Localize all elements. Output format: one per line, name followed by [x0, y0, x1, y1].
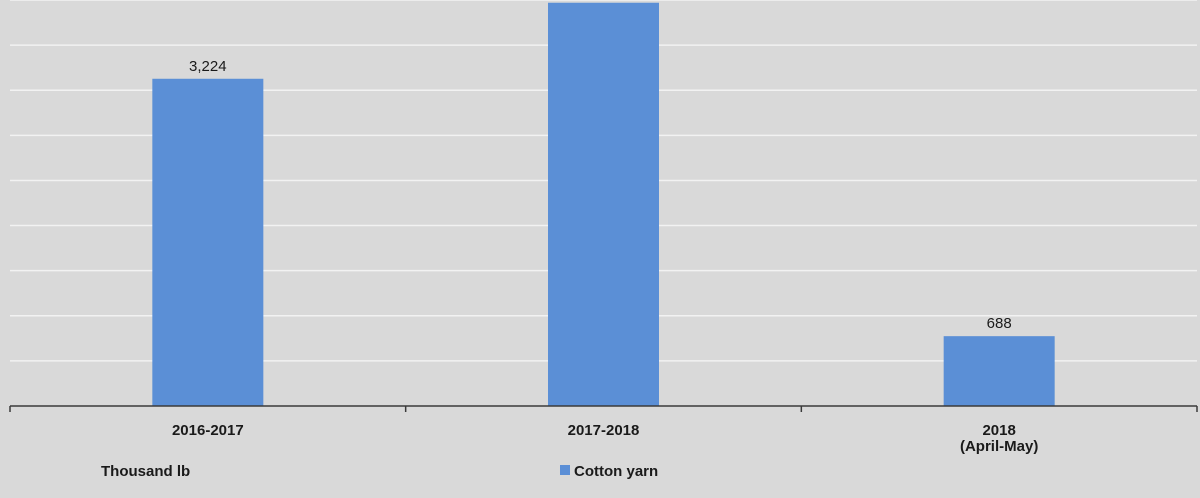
bar-0 — [152, 78, 264, 406]
data-label-2: 688 — [987, 315, 1012, 332]
category-label-1: 2017-2018 — [568, 422, 640, 439]
legend-swatch-cotton-yarn — [560, 465, 570, 475]
x-axis-labels: 2016-2017 2017-2018 2018(April-May) — [172, 422, 1038, 455]
bar-1 — [548, 2, 659, 406]
bars — [152, 2, 1055, 406]
unit-label: Thousand lb — [101, 463, 190, 480]
data-label-0: 3,224 — [189, 58, 227, 75]
bar-2 — [943, 336, 1055, 406]
legend: Cotton yarn — [560, 463, 658, 480]
category-label-2-line-0: 2018 — [982, 422, 1015, 439]
category-label-2-line-1: (April-May) — [960, 438, 1038, 455]
x-axis-ticks — [9, 406, 1198, 412]
data-labels: 3,2243,973688 — [189, 58, 1012, 332]
legend-label-cotton-yarn: Cotton yarn — [574, 463, 658, 480]
category-label-0: 2016-2017 — [172, 422, 244, 439]
